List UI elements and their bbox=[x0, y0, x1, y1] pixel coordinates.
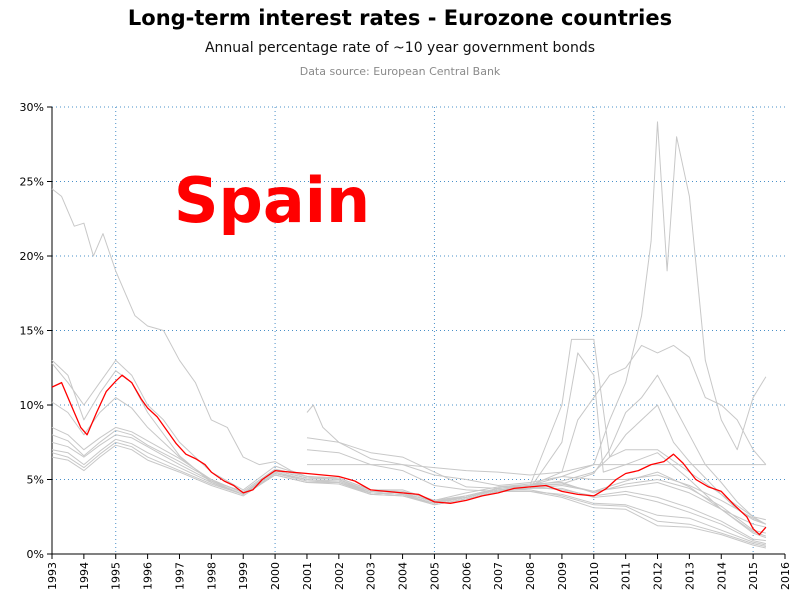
series-lines bbox=[51, 121, 767, 549]
x-tick-label: 1996 bbox=[142, 562, 155, 590]
x-tick-label: 2006 bbox=[460, 562, 473, 590]
series-line-gray bbox=[51, 429, 766, 542]
chart-subtitle: Annual percentage rate of ~10 year gover… bbox=[204, 40, 596, 56]
y-tick-label: 30% bbox=[20, 101, 44, 114]
data-source-note: Data source: European Central Bank bbox=[299, 65, 501, 78]
x-tick-label: 1998 bbox=[205, 562, 218, 590]
series-line-gray bbox=[498, 479, 767, 534]
x-tick-label: 2000 bbox=[269, 562, 282, 590]
series-line-gray bbox=[306, 404, 767, 525]
axes bbox=[47, 106, 786, 559]
x-tick-label: 2004 bbox=[397, 562, 410, 590]
x-tick-label: 2002 bbox=[333, 562, 346, 590]
series-line-gray bbox=[51, 426, 767, 537]
series-line-gray bbox=[51, 397, 767, 525]
y-tick-label: 0% bbox=[27, 548, 44, 561]
series-line-gray bbox=[529, 482, 767, 539]
x-tick-label: 1993 bbox=[46, 562, 59, 590]
x-tick-label: 2011 bbox=[620, 562, 633, 590]
x-tick-label: 2008 bbox=[524, 562, 537, 590]
series-line-gray bbox=[51, 444, 767, 547]
y-tick-label: 20% bbox=[20, 250, 44, 263]
x-tick-label: 2007 bbox=[492, 562, 505, 590]
series-line-gray bbox=[51, 441, 767, 549]
x-tick-label: 2005 bbox=[428, 562, 441, 590]
country-annotation: Spain bbox=[174, 164, 370, 237]
y-tick-label: 5% bbox=[27, 474, 44, 487]
series-line-spain bbox=[51, 374, 767, 536]
series-line-gray bbox=[306, 338, 767, 525]
tick-labels: 0% 5% 10% 15% 20% 25% 30% 1993 1994 1995 1996 1997 1… bbox=[20, 101, 792, 590]
highlight-series bbox=[51, 374, 767, 536]
y-tick-label: 15% bbox=[20, 325, 44, 338]
series-line-gray bbox=[307, 464, 766, 476]
x-tick-label: 1994 bbox=[78, 562, 91, 590]
y-tick-label: 25% bbox=[20, 176, 44, 189]
series-line-gray bbox=[51, 121, 767, 501]
x-tick-label: 2012 bbox=[652, 562, 665, 590]
y-tick-label: 10% bbox=[20, 399, 44, 412]
x-tick-label: 2001 bbox=[301, 562, 314, 590]
x-tick-label: 1999 bbox=[237, 562, 250, 590]
x-tick-label: 2014 bbox=[715, 562, 728, 590]
x-tick-label: 2015 bbox=[747, 562, 760, 590]
x-tick-label: 1997 bbox=[173, 562, 186, 590]
x-tick-label: 2003 bbox=[365, 562, 378, 590]
series-line-gray bbox=[306, 352, 767, 528]
x-tick-label: 2013 bbox=[683, 562, 696, 590]
x-tick-label: 2010 bbox=[588, 562, 601, 590]
x-tick-label: 2009 bbox=[556, 562, 569, 590]
x-tick-label: 1995 bbox=[110, 562, 123, 590]
x-tick-label: 2016 bbox=[779, 562, 792, 590]
chart-title: Long-term interest rates - Eurozone coun… bbox=[127, 6, 673, 30]
